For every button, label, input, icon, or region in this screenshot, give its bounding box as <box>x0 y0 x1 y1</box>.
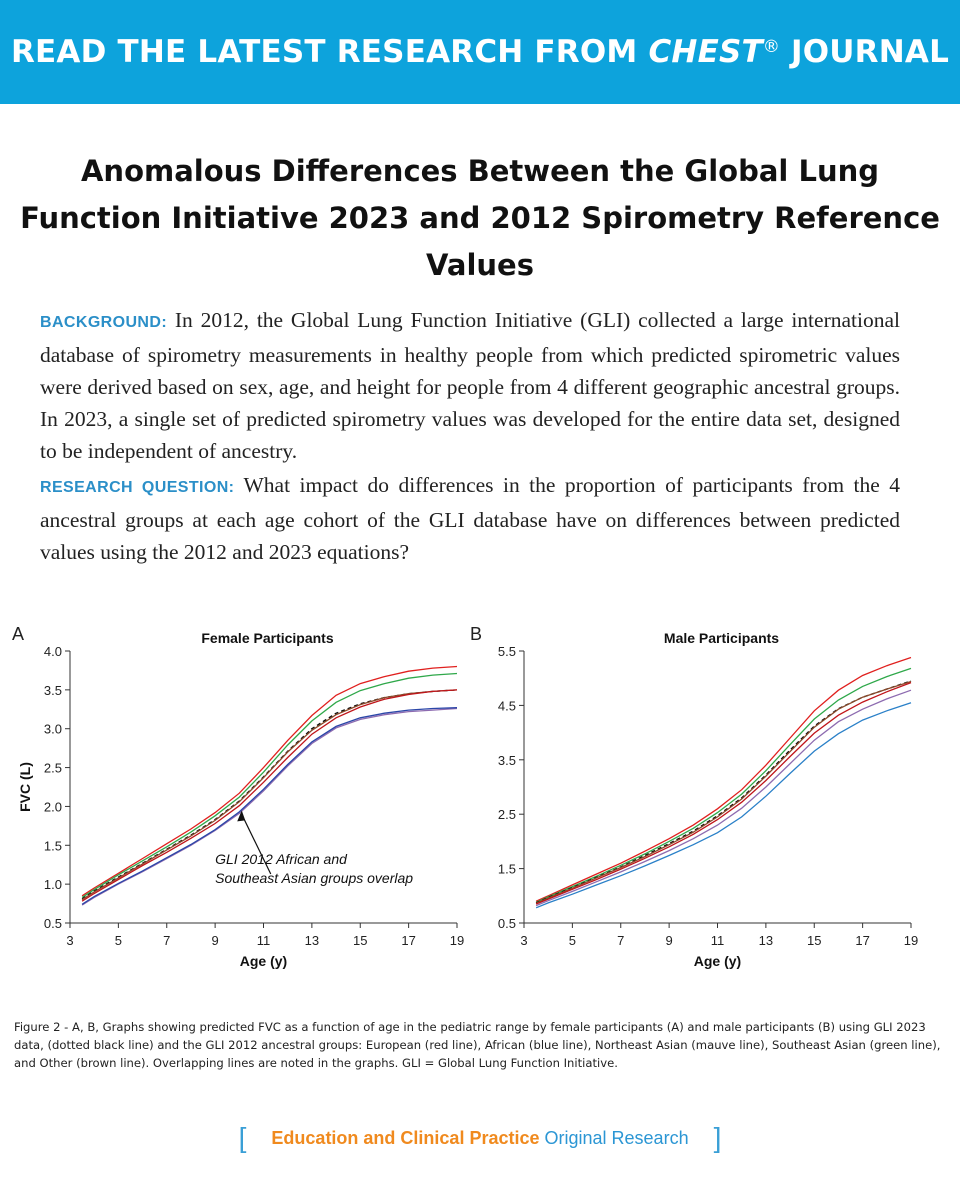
female-x-tick-label: 11 <box>257 933 271 948</box>
female-y-tick-label: 4.0 <box>44 644 62 659</box>
male-x-tick-label: 15 <box>807 933 821 948</box>
header-banner: READ THE LATEST RESEARCH FROM CHEST® JOU… <box>0 0 960 104</box>
female-series-line-4 <box>81 689 458 901</box>
female-series-line-5 <box>81 689 458 902</box>
female-x-axis-label: Age (y) <box>240 953 287 969</box>
footer-bracket-close: ] <box>713 1122 722 1153</box>
male-fvc-chart: 3 5 7 9 11 13 15 17 19 0.5 1.5 2.5 3.5 4.5 5.5 Male Par… <box>498 630 918 969</box>
male-series-line-3 <box>535 680 912 904</box>
abstract: BACKGROUND: In 2012, the Global Lung Fun… <box>40 304 900 570</box>
background-text: In 2012, the Global Lung Function Initia… <box>40 308 900 463</box>
male-x-tick-label: 17 <box>855 933 869 948</box>
male-y-tick-label: 2.5 <box>498 807 516 822</box>
male-x-tick-label: 7 <box>617 933 624 948</box>
male-x-tick-label: 9 <box>666 933 673 948</box>
male-series-line-6 <box>535 689 912 907</box>
male-x-tick-label: 3 <box>520 933 527 948</box>
female-series-line-1 <box>81 665 458 897</box>
panel-letter-a: A <box>12 624 25 644</box>
female-x-tick-label: 9 <box>212 933 219 948</box>
footer-section: Education and Clinical Practice <box>271 1128 540 1148</box>
research-question-paragraph: RESEARCH QUESTION: What impact do differ… <box>40 469 900 568</box>
female-y-tick-label: 3.5 <box>44 683 62 698</box>
male-x-tick-label: 11 <box>711 933 725 948</box>
female-y-tick-label: 0.5 <box>44 916 62 931</box>
footer-bracket-open: [ <box>238 1122 247 1153</box>
research-question-text: What impact do differences in the propor… <box>40 473 900 564</box>
female-x-tick-label: 5 <box>115 933 122 948</box>
footer: [ Education and Clinical Practice Origin… <box>0 1122 960 1154</box>
male-y-tick-label: 5.5 <box>498 644 516 659</box>
female-series-line-6 <box>81 707 458 906</box>
female-series-line-7 <box>81 707 458 905</box>
female-annotation-arrow <box>241 814 272 875</box>
male-x-tick-label: 13 <box>759 933 773 948</box>
footer-article-type: Original Research <box>544 1128 689 1148</box>
male-series-line-7 <box>535 702 912 909</box>
female-y-tick-label: 2.0 <box>44 799 62 814</box>
female-x-tick-label: 3 <box>66 933 73 948</box>
female-x-tick-label: 19 <box>450 933 464 948</box>
male-x-tick-label: 5 <box>569 933 576 948</box>
female-x-tick-label: 17 <box>401 933 415 948</box>
background-label: BACKGROUND: <box>40 314 168 331</box>
article-title: Anomalous Differences Between the Global… <box>20 154 940 282</box>
female-fvc-chart: 3 5 7 9 11 13 15 17 19 0.5 1.0 1.5 2.0 2.5 3.0 3.5 4.0 Fe… <box>17 630 464 969</box>
background-paragraph: BACKGROUND: In 2012, the Global Lung Fun… <box>40 304 900 467</box>
female-y-tick-label: 3.0 <box>44 722 62 737</box>
research-question-label: RESEARCH QUESTION: <box>40 479 235 496</box>
panel-letter-b: B <box>470 624 483 644</box>
figure-caption: Figure 2 - A, B, Graphs showing predicte… <box>14 1020 941 1070</box>
female-y-tick-label: 1.5 <box>44 838 62 853</box>
male-series-line-2 <box>535 667 912 903</box>
male-x-axis-label: Age (y) <box>694 953 741 969</box>
female-y-axis-label: FVC (L) <box>17 762 33 812</box>
male-series-line-4 <box>535 680 912 904</box>
male-series-line-1 <box>535 656 912 902</box>
female-x-tick-label: 13 <box>305 933 319 948</box>
female-annotation-text: Southeast Asian groups overlap <box>215 870 413 886</box>
male-y-tick-label: 1.5 <box>498 862 516 877</box>
male-series-line-5 <box>535 681 912 905</box>
female-annotation-arrowhead <box>237 810 246 822</box>
male-y-tick-label: 0.5 <box>498 916 516 931</box>
male-y-tick-label: 4.5 <box>498 698 516 713</box>
female-y-tick-label: 1.0 <box>44 877 62 892</box>
male-chart-title: Male Participants <box>664 630 779 646</box>
female-x-tick-label: 15 <box>353 933 367 948</box>
female-series-line-2 <box>81 672 458 898</box>
female-chart-title: Female Participants <box>201 630 333 646</box>
male-y-tick-label: 3.5 <box>498 753 516 768</box>
male-x-tick-label: 19 <box>904 933 918 948</box>
female-x-tick-label: 7 <box>163 933 170 948</box>
female-y-tick-label: 2.5 <box>44 761 62 776</box>
female-annotation-text: GLI 2012 African and <box>215 851 348 867</box>
banner-text: READ THE LATEST RESEARCH FROM CHEST® JOU… <box>10 34 950 70</box>
